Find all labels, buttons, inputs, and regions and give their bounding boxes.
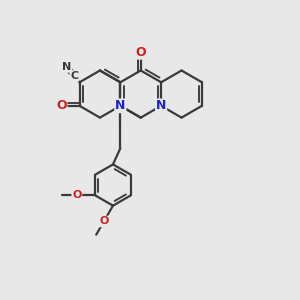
- Text: N: N: [62, 62, 71, 72]
- Text: O: O: [56, 99, 67, 112]
- Text: O: O: [99, 217, 109, 226]
- Text: N: N: [115, 99, 125, 112]
- Text: N: N: [156, 99, 166, 112]
- Text: O: O: [72, 190, 82, 200]
- Text: O: O: [135, 46, 146, 59]
- Text: C: C: [70, 71, 78, 81]
